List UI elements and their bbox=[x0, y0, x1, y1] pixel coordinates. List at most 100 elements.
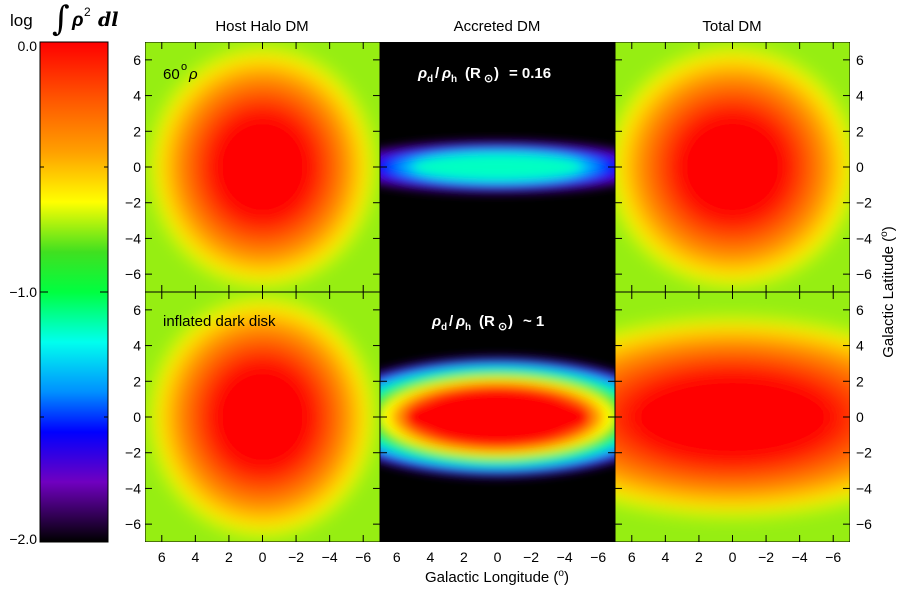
x-tick-label: 6 bbox=[628, 549, 636, 565]
heatmap-panel-r1-c1 bbox=[380, 292, 615, 542]
ratio2-sub-d: d bbox=[441, 322, 447, 333]
y-tick-label-left: 6 bbox=[133, 52, 141, 68]
y-tick-label-right: 2 bbox=[856, 373, 864, 389]
y-tick-label-right: 4 bbox=[856, 88, 864, 104]
column-title-host-halo: Host Halo DM bbox=[215, 18, 308, 35]
annotation-60-degree: o bbox=[181, 61, 187, 73]
y-tick-label-right: −2 bbox=[856, 195, 872, 211]
ratio1-slash: / bbox=[435, 65, 440, 82]
ratio1-sub-h: h bbox=[451, 74, 457, 85]
annotation-60-rho-symbol: ρ bbox=[188, 66, 198, 83]
y-tick-label-left: 0 bbox=[133, 409, 141, 425]
ratio1-rho-d: ρ bbox=[417, 65, 427, 82]
x-tick-label: 0 bbox=[494, 549, 502, 565]
colorbar-tick-label: −2.0 bbox=[9, 531, 37, 547]
ratio1-rsun: (R bbox=[465, 65, 481, 82]
x-tick-label: −2 bbox=[288, 549, 304, 565]
ratio1-rho-h: ρ bbox=[441, 65, 451, 82]
x-tick-label: −6 bbox=[590, 549, 606, 565]
column-title-accreted: Accreted DM bbox=[454, 18, 541, 35]
heatmap-panel-r1-c2 bbox=[615, 292, 850, 542]
annotation-ratio-row1: ρ d / ρ h (R ⊙ ) = 0.16 bbox=[417, 65, 551, 85]
x-tick-label: 4 bbox=[661, 549, 669, 565]
ratio2-value: ~ 1 bbox=[523, 313, 544, 330]
colorbar-title-rho: ρ bbox=[71, 10, 84, 31]
y-axis-title-suffix: ) bbox=[880, 226, 897, 231]
x-tick-label: 2 bbox=[225, 549, 233, 565]
x-tick-label: −2 bbox=[758, 549, 774, 565]
colorbar-tick-label: 0.0 bbox=[18, 38, 38, 54]
y-tick-label-left: −6 bbox=[125, 266, 141, 282]
column-title-total: Total DM bbox=[702, 18, 761, 35]
y-tick-label-right: 6 bbox=[856, 302, 864, 318]
colorbar-title-integral: ∫ bbox=[52, 0, 70, 39]
ratio1-sub-d: d bbox=[427, 74, 433, 85]
y-tick-label-right: −4 bbox=[856, 480, 872, 496]
x-tick-label: −6 bbox=[355, 549, 371, 565]
y-tick-label-left: 2 bbox=[133, 373, 141, 389]
y-tick-label-right: 2 bbox=[856, 123, 864, 139]
x-tick-label: 6 bbox=[393, 549, 401, 565]
x-tick-label: −4 bbox=[792, 549, 808, 565]
y-tick-label-right: 4 bbox=[856, 338, 864, 354]
ratio2-rho-d: ρ bbox=[431, 313, 441, 330]
heatmap-panel-r0-c0 bbox=[145, 42, 380, 292]
y-tick-label-right: −2 bbox=[856, 445, 872, 461]
density-core bbox=[677, 113, 788, 221]
heatmap-panel-r0-c2 bbox=[615, 42, 850, 292]
y-tick-label-left: −4 bbox=[125, 480, 141, 496]
y-tick-label-right: −6 bbox=[856, 266, 872, 282]
annotation-inflated-dark-disk: inflated dark disk bbox=[163, 313, 276, 330]
density-core bbox=[413, 154, 582, 180]
colorbar-gradient bbox=[39, 41, 109, 543]
x-axis-title-suffix: ) bbox=[564, 569, 569, 586]
svg-text:Galactic Longitude (o): Galactic Longitude (o) bbox=[425, 568, 569, 586]
y-tick-label-left: 4 bbox=[133, 88, 141, 104]
density-core bbox=[405, 393, 590, 441]
ratio2-close: ) bbox=[508, 313, 513, 330]
density-core bbox=[212, 113, 313, 221]
density-core bbox=[212, 363, 313, 471]
ratio2-slash: / bbox=[449, 313, 454, 330]
svg-text:Galactic Latitude (o): Galactic Latitude (o) bbox=[879, 226, 897, 357]
y-tick-label-right: 0 bbox=[856, 409, 864, 425]
y-axis-title-degree: o bbox=[879, 231, 890, 237]
x-tick-label: 2 bbox=[695, 549, 703, 565]
annotation-60: 60 bbox=[163, 66, 180, 83]
x-axis-title-degree: o bbox=[558, 568, 564, 579]
ratio2-rsun: (R bbox=[479, 313, 495, 330]
x-axis-title: Galactic Longitude (o) bbox=[425, 568, 569, 586]
y-tick-label-left: −2 bbox=[125, 445, 141, 461]
heatmap-panel-r0-c1 bbox=[380, 42, 615, 292]
ratio2-sub-h: h bbox=[465, 322, 471, 333]
y-tick-label-right: 6 bbox=[856, 52, 864, 68]
colorbar-title-sup: 2 bbox=[84, 5, 91, 19]
y-axis-title-prefix: Galactic Latitude ( bbox=[880, 237, 897, 358]
y-tick-label-left: 0 bbox=[133, 159, 141, 175]
x-tick-label: 4 bbox=[191, 549, 199, 565]
ratio2-sun: ⊙ bbox=[498, 321, 507, 333]
heatmap-panel-r1-c0 bbox=[145, 292, 380, 542]
annotation-60-rho: 60 o ρ bbox=[163, 61, 198, 83]
y-axis-title: Galactic Latitude (o) bbox=[879, 226, 897, 357]
y-tick-label-left: 2 bbox=[133, 123, 141, 139]
y-tick-label-left: −6 bbox=[125, 516, 141, 532]
colorbar-title-log: log bbox=[10, 11, 33, 30]
y-tick-label-right: −4 bbox=[856, 230, 872, 246]
panels bbox=[145, 42, 850, 542]
y-tick-label-right: −6 bbox=[856, 516, 872, 532]
y-tick-label-left: 6 bbox=[133, 302, 141, 318]
x-tick-label: 0 bbox=[729, 549, 737, 565]
x-tick-label: 0 bbox=[259, 549, 267, 565]
x-tick-label: 2 bbox=[460, 549, 468, 565]
x-tick-label: −4 bbox=[322, 549, 338, 565]
y-tick-label-left: 4 bbox=[133, 338, 141, 354]
x-tick-label: 6 bbox=[158, 549, 166, 565]
ratio1-close: ) bbox=[494, 65, 499, 82]
x-tick-label: −6 bbox=[825, 549, 841, 565]
x-tick-label: 4 bbox=[426, 549, 434, 565]
colorbar-title-dl: dl bbox=[98, 9, 119, 31]
density-core bbox=[631, 372, 834, 462]
colorbar: log ∫ ρ 2 dl 0.0 −1.0 −2.0 bbox=[9, 0, 118, 547]
axes: 6 4 2 0 −2 −4 −6 6 4 2 0 −2 −4 −6 6 4 2 0 −2 −4 −6 6 6 4 4 2 2 0 0 −2… bbox=[125, 52, 872, 565]
